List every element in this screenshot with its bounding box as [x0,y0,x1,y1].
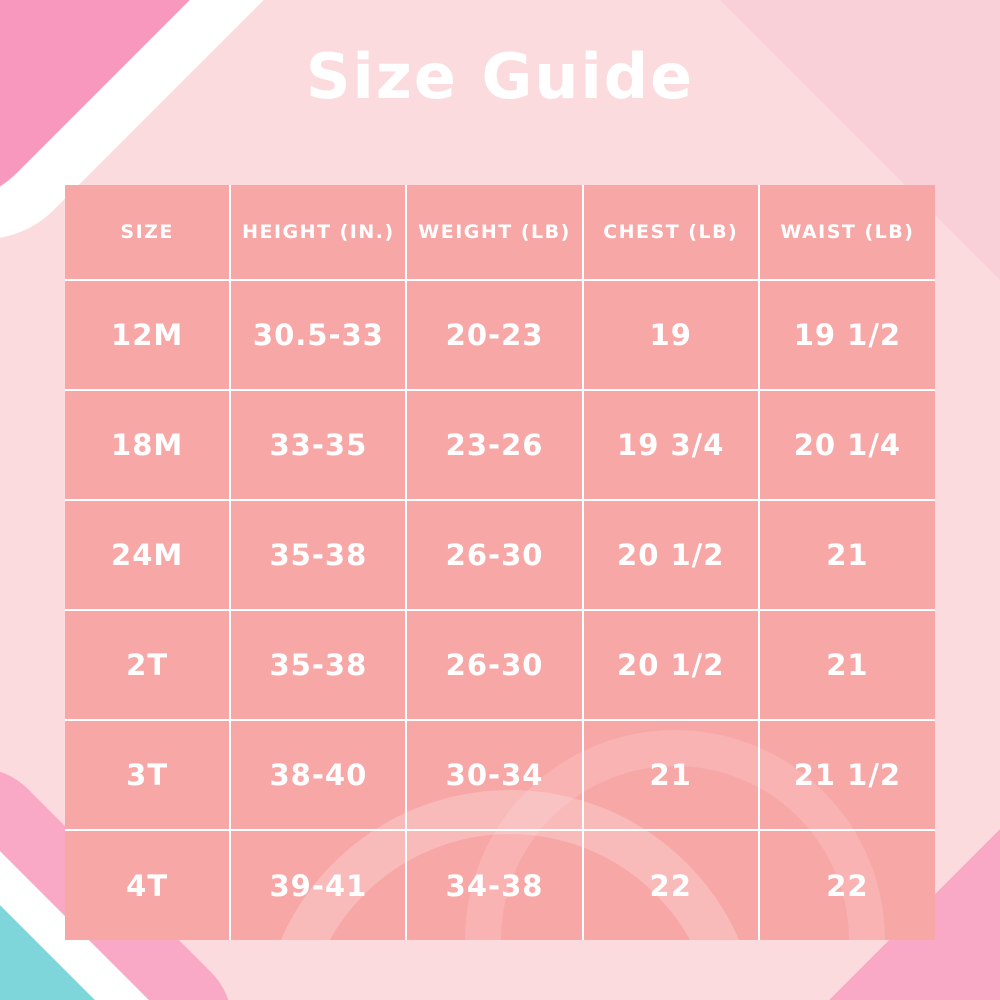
size-cell: 24M [65,499,232,611]
value-cell: 33-35 [229,389,408,501]
size-cell: 18M [65,389,232,501]
value-cell: 30-34 [405,719,584,831]
value-cell: 23-26 [405,389,584,501]
value-cell: 20 1/2 [581,499,760,611]
value-cell: 20 1/2 [581,609,760,721]
value-cell: 35-38 [229,499,408,611]
table-body: 12M 30.5-33 20-23 19 19 1/2 18M 33-35 23-26 19 3… [65,279,935,940]
size-cell: 3T [65,719,232,831]
size-cell: 12M [65,279,232,391]
table-row: 2T 35-38 26-30 20 1/2 21 [65,609,935,721]
value-cell: 20-23 [405,279,584,391]
column-header: HEIGHT (IN.) [229,185,408,281]
header-row: SIZE HEIGHT (IN.) WEIGHT (LB) CHEST (LB) WAI… [65,185,935,281]
value-cell: 21 [757,609,935,721]
value-cell: 20 1/4 [757,389,935,501]
table-row: 4T 39-41 34-38 22 22 [65,829,935,940]
value-cell: 19 3/4 [581,389,760,501]
value-cell: 21 [581,719,760,831]
value-cell: 39-41 [229,829,408,940]
value-cell: 21 [757,499,935,611]
value-cell: 19 1/2 [757,279,935,391]
size-cell: 4T [65,829,232,940]
column-header: WAIST (LB) [757,185,935,281]
value-cell: 19 [581,279,760,391]
table-row: 12M 30.5-33 20-23 19 19 1/2 [65,279,935,391]
table-row: 3T 38-40 30-34 21 21 1/2 [65,719,935,831]
value-cell: 26-30 [405,499,584,611]
value-cell: 26-30 [405,609,584,721]
value-cell: 21 1/2 [757,719,935,831]
value-cell: 35-38 [229,609,408,721]
value-cell: 22 [757,829,935,940]
value-cell: 38-40 [229,719,408,831]
size-table-panel: SIZE HEIGHT (IN.) WEIGHT (LB) CHEST (LB) WAI… [65,185,935,940]
size-table: SIZE HEIGHT (IN.) WEIGHT (LB) CHEST (LB) WAI… [65,185,935,940]
column-header: WEIGHT (LB) [405,185,584,281]
value-cell: 34-38 [405,829,584,940]
size-cell: 2T [65,609,232,721]
column-header: SIZE [65,185,232,281]
value-cell: 30.5-33 [229,279,408,391]
column-header: CHEST (LB) [581,185,760,281]
table-row: 18M 33-35 23-26 19 3/4 20 1/4 [65,389,935,501]
page-title: Size Guide [305,40,695,113]
table-row: 24M 35-38 26-30 20 1/2 21 [65,499,935,611]
value-cell: 22 [581,829,760,940]
